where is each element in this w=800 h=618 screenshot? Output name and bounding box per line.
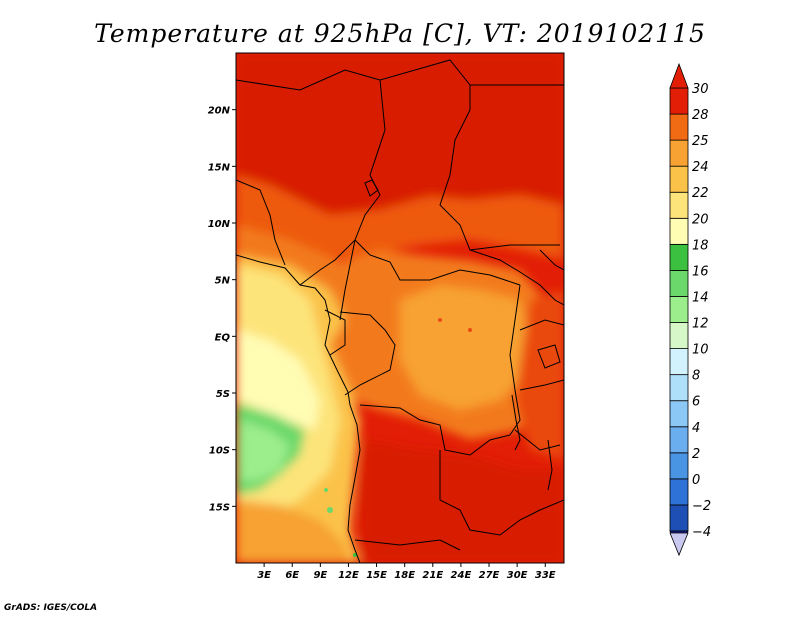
colorbar-label: 18: [692, 238, 709, 253]
colorbar-label: 14: [692, 290, 709, 305]
colorbar-extend-low-fill: [669, 532, 689, 557]
lake-malawi: [547, 439, 553, 491]
colorbar-extend-high: [669, 62, 689, 89]
y-tick-label: 15S: [209, 502, 230, 513]
colorbar-box: [669, 243, 689, 271]
colorbar-box: [669, 478, 689, 506]
field-ocean-18: [236, 330, 320, 430]
map-area: [236, 53, 564, 563]
border-angola-zambia: [439, 450, 564, 536]
y-tick-label: 15N: [208, 162, 231, 173]
colorbar-label: 25: [692, 134, 709, 149]
field-speck: [327, 507, 333, 513]
colorbar-label: 0: [692, 473, 700, 488]
field-speck: [438, 318, 442, 322]
border-sudan-south: [469, 249, 564, 306]
colorbar-label: 6: [692, 395, 700, 410]
colorbar-box: [669, 400, 689, 428]
colorbar-box: [669, 296, 689, 323]
border-gabon: [324, 309, 346, 356]
field-speck: [468, 328, 472, 332]
x-tick-label: 15E: [366, 570, 387, 581]
y-tick-label: 10S: [209, 446, 230, 457]
y-tick-label: EQ: [215, 332, 231, 343]
map-frame: [235, 52, 565, 564]
colorbar-label: −4: [692, 525, 711, 540]
colorbar-label: 2: [692, 447, 700, 462]
x-tick-label: 9E: [313, 570, 327, 581]
colorbar-box: [669, 270, 689, 297]
colorbar-box: [669, 348, 689, 376]
border-chad-sudan: [379, 59, 560, 251]
colorbar-label: 28: [692, 108, 709, 123]
x-tick-label: 27E: [479, 570, 500, 581]
y-tick-label: 20N: [208, 106, 231, 117]
x-tick-label: 3E: [257, 570, 271, 581]
grads-credit: GrADS: IGES/COLA: [4, 603, 98, 613]
colorbar-label: 12: [692, 317, 709, 332]
x-axis: 3E 6E 9E 12E 15E 18E 21E 24E 27E 30E 33E: [257, 563, 556, 581]
lake-tanganyika: [511, 394, 521, 451]
colorbar-box: [669, 87, 689, 115]
x-tick-label: 21E: [422, 570, 443, 581]
y-axis: 20N 15N 10N 5N EQ 5S 10S 15S: [208, 106, 236, 513]
field-sahel-28: [236, 175, 564, 260]
field-south-30: [360, 440, 564, 563]
x-tick-label: 30E: [507, 570, 528, 581]
lake-victoria: [537, 344, 561, 369]
colorbar-label: 10: [692, 343, 709, 358]
x-tick-label: 18E: [394, 570, 415, 581]
coastline-west: [236, 254, 361, 563]
x-tick-label: 24E: [451, 570, 472, 581]
field-speck: [324, 488, 328, 492]
x-tick-label: 6E: [285, 570, 299, 581]
border-congo: [339, 311, 396, 396]
border-nigeria: [236, 179, 286, 266]
map-borders: [236, 59, 564, 563]
y-tick-label: 10N: [208, 219, 231, 230]
colorbar-label: 22: [692, 186, 709, 201]
field-east-28: [515, 290, 564, 460]
border-niger-chad: [236, 69, 386, 241]
colorbar-label: 20: [692, 212, 709, 227]
colorbar-box: [669, 452, 689, 480]
colorbar-box: [669, 322, 689, 349]
border-namibia: [354, 539, 461, 551]
colorbar-label: −2: [692, 499, 711, 514]
colorbar-box: [669, 113, 689, 141]
border-drc-east: [509, 284, 521, 436]
colorbar-box: [669, 165, 689, 193]
y-tick-label: 5S: [216, 389, 230, 400]
border-drc-angola: [359, 404, 511, 456]
border-east-africa: [514, 319, 564, 451]
colorbar-box: [669, 374, 689, 402]
border-car: [354, 239, 521, 286]
border-kenya-ethiopia: [539, 249, 564, 271]
field-congo-24: [400, 285, 530, 410]
colorbar-label: 16: [692, 264, 709, 279]
colorbar-label: 8: [692, 369, 700, 384]
x-tick-label: 33E: [535, 570, 556, 581]
colorbar-label: 24: [692, 160, 709, 175]
x-tick-label: 12E: [338, 570, 359, 581]
colorbar-box: [669, 504, 689, 532]
colorbar-label: 30: [692, 82, 709, 97]
field-speck: [353, 553, 357, 557]
field-angola-14: [240, 420, 290, 482]
border-cameroon: [299, 238, 356, 321]
chart-title: Temperature at 925hPa [C], VT: 201910211…: [94, 19, 706, 48]
lake-chad: [364, 179, 379, 197]
colorbar-label: 4: [692, 421, 700, 436]
field-sahara-30: [236, 53, 564, 220]
field-sw-24: [236, 500, 350, 563]
colorbar-box: [669, 191, 689, 219]
y-tick-label: 5N: [215, 276, 231, 287]
colorbar-box: [669, 217, 689, 245]
colorbar-box: [669, 426, 689, 454]
colorbar-box: [669, 139, 689, 167]
